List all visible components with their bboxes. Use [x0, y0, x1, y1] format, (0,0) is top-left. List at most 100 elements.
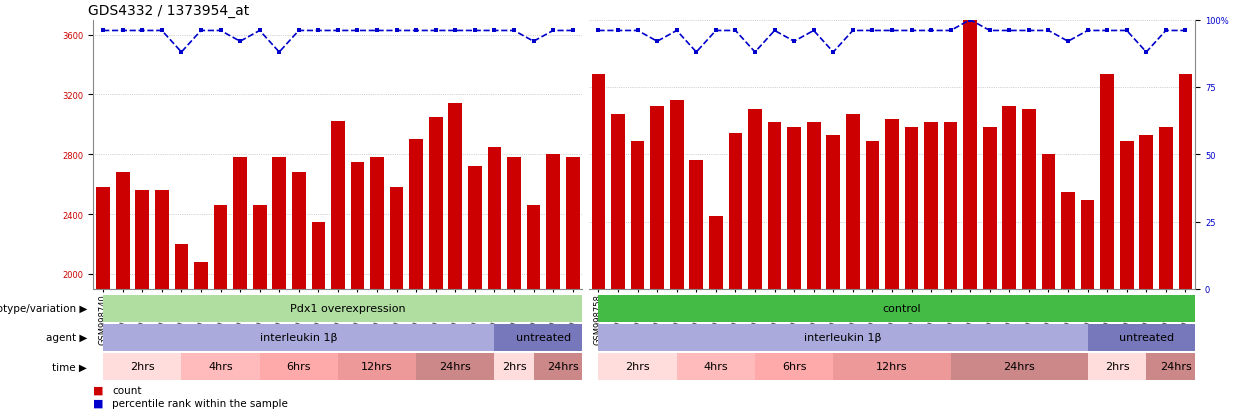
Bar	[416, 353, 494, 380]
Bar	[1042, 155, 1056, 289]
Text: 24hrs: 24hrs	[439, 361, 471, 372]
Text: 2hrs: 2hrs	[625, 361, 650, 372]
Bar	[527, 206, 540, 289]
Text: 24hrs: 24hrs	[1003, 361, 1035, 372]
Bar	[116, 173, 129, 289]
Bar	[1088, 324, 1205, 351]
Bar	[1101, 74, 1114, 289]
Bar	[311, 222, 325, 289]
Text: interleukin 1β: interleukin 1β	[260, 332, 337, 343]
Bar	[534, 353, 593, 380]
Bar	[214, 206, 228, 289]
Bar	[370, 158, 383, 289]
Bar	[754, 353, 833, 380]
Bar	[233, 158, 247, 289]
Text: untreated: untreated	[515, 332, 571, 343]
Text: interleukin 1β: interleukin 1β	[804, 332, 881, 343]
Bar	[1081, 200, 1094, 289]
Bar	[905, 128, 919, 289]
Bar	[1120, 141, 1134, 289]
Bar	[944, 123, 957, 289]
Bar	[331, 122, 345, 289]
Bar	[631, 141, 645, 289]
Bar	[591, 74, 605, 289]
Bar	[103, 324, 494, 351]
Bar	[728, 133, 742, 289]
Bar	[1179, 74, 1193, 289]
Bar	[293, 173, 306, 289]
Text: 12hrs: 12hrs	[876, 361, 908, 372]
Bar	[390, 188, 403, 289]
Bar	[182, 353, 260, 380]
Bar	[847, 114, 859, 289]
Text: 2hrs: 2hrs	[1104, 361, 1129, 372]
Bar	[650, 107, 664, 289]
Text: time ▶: time ▶	[52, 361, 87, 372]
Text: ■: ■	[93, 385, 107, 395]
Text: 24hrs: 24hrs	[547, 361, 579, 372]
Bar	[748, 109, 762, 289]
Bar	[494, 324, 593, 351]
Text: ■: ■	[93, 398, 107, 408]
Bar	[951, 353, 1088, 380]
Bar	[924, 123, 937, 289]
Bar	[253, 206, 266, 289]
Text: 6hrs: 6hrs	[782, 361, 807, 372]
Bar	[136, 191, 149, 289]
Bar	[865, 141, 879, 289]
Bar	[174, 244, 188, 289]
Text: control: control	[883, 304, 921, 314]
Bar	[494, 353, 534, 380]
Bar	[768, 123, 782, 289]
Bar	[677, 353, 754, 380]
Bar	[448, 104, 462, 289]
Text: count: count	[112, 385, 142, 395]
Text: 12hrs: 12hrs	[361, 361, 393, 372]
Bar	[599, 324, 1088, 351]
Text: 4hrs: 4hrs	[703, 361, 728, 372]
Bar	[351, 162, 365, 289]
Text: 24hrs: 24hrs	[1160, 361, 1191, 372]
Bar	[566, 158, 580, 289]
Bar	[1022, 109, 1036, 289]
Text: Pdx1 overexpression: Pdx1 overexpression	[290, 304, 406, 314]
Bar	[1088, 353, 1147, 380]
Bar	[984, 128, 996, 289]
Bar	[827, 136, 840, 289]
Bar	[507, 158, 520, 289]
Bar	[599, 353, 677, 380]
Bar	[428, 118, 443, 289]
Text: genotype/variation ▶: genotype/variation ▶	[0, 304, 87, 314]
Bar	[103, 353, 182, 380]
Text: percentile rank within the sample: percentile rank within the sample	[112, 398, 288, 408]
Bar	[807, 123, 820, 289]
Bar	[611, 114, 625, 289]
Bar	[488, 147, 502, 289]
Text: agent ▶: agent ▶	[46, 332, 87, 343]
Bar	[1061, 192, 1074, 289]
Bar	[885, 120, 899, 289]
Text: 6hrs: 6hrs	[286, 361, 311, 372]
Bar	[547, 155, 560, 289]
Bar	[787, 128, 801, 289]
Bar	[1139, 136, 1153, 289]
Bar	[1147, 353, 1205, 380]
Bar	[710, 216, 723, 289]
Bar	[1002, 107, 1016, 289]
Bar	[1159, 128, 1173, 289]
Bar	[670, 101, 684, 289]
Bar	[273, 158, 286, 289]
Text: 2hrs: 2hrs	[129, 361, 154, 372]
Bar	[337, 353, 416, 380]
Bar	[833, 353, 951, 380]
Text: 2hrs: 2hrs	[502, 361, 527, 372]
Text: 4hrs: 4hrs	[208, 361, 233, 372]
Bar	[260, 353, 337, 380]
Text: untreated: untreated	[1119, 332, 1174, 343]
Bar	[410, 140, 423, 289]
Bar	[468, 167, 482, 289]
Bar	[964, 21, 977, 289]
Bar	[96, 188, 110, 289]
Bar	[690, 160, 703, 289]
Bar	[194, 262, 208, 289]
